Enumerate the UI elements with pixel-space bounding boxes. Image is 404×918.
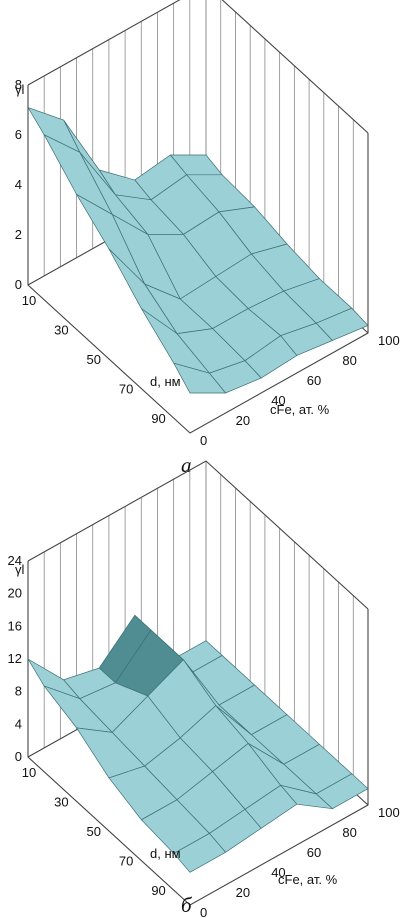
y-tick-label: 0 xyxy=(200,905,207,918)
panel-b-caption: б xyxy=(181,893,193,917)
y-tick-label: 80 xyxy=(342,825,356,840)
z-tick-label: 8 xyxy=(15,77,22,92)
frame-top xyxy=(27,460,369,610)
y-tick-label: 60 xyxy=(307,845,321,860)
z-tick-label: 12 xyxy=(8,651,22,666)
x-tick-label: 90 xyxy=(151,883,165,898)
z-tick-label: 16 xyxy=(8,618,22,633)
panel-b-chart: 0 4 8 12 16 20 24 10 30 50 70 90 0 20 40 60 80 100 γl d, … xyxy=(8,460,400,918)
panel-b-z-axis-label: γl xyxy=(15,562,25,577)
panel-a-y-axis-label: cFe, ат. % xyxy=(270,402,330,417)
y-tick-label: 20 xyxy=(236,885,250,900)
x-tick-label: 10 xyxy=(22,293,36,308)
x-tick-label: 90 xyxy=(151,411,165,426)
y-tick-label: 20 xyxy=(236,413,250,428)
surface-patch xyxy=(173,833,227,873)
y-tick-label: 40 xyxy=(271,393,285,408)
y-tick-label: 100 xyxy=(378,333,400,348)
z-tick-label: 6 xyxy=(15,127,22,142)
y-tick-label: 80 xyxy=(342,353,356,368)
x-tick-label: 30 xyxy=(54,322,68,337)
panel-a-z-axis-label: γl xyxy=(15,82,25,97)
z-tick-label: 8 xyxy=(15,684,22,699)
z-tick-label: 4 xyxy=(15,177,22,192)
x-tick-label: 30 xyxy=(54,794,68,809)
panel-b-x-axis-label: d, нм xyxy=(150,846,181,861)
y-tick-label: 100 xyxy=(378,805,400,820)
z-tick-label: 2 xyxy=(15,227,22,242)
panel-b-y-axis-label: cFe, ат. % xyxy=(278,872,338,887)
z-tick-label: 24 xyxy=(8,553,22,568)
panel-b-ticks: 0 4 8 12 16 20 24 10 30 50 70 90 0 20 40 60 80 100 xyxy=(8,553,400,918)
y-tick-label: 40 xyxy=(271,865,285,880)
panel-a-ticks: 0 2 4 6 8 10 30 50 70 90 0 20 40 60 80 100 xyxy=(15,77,400,448)
z-tick-label: 20 xyxy=(8,586,22,601)
panel-a-x-axis-label: d, нм xyxy=(150,374,181,389)
x-tick-label: 70 xyxy=(119,382,133,397)
z-tick-label: 4 xyxy=(15,716,22,731)
frame-axes xyxy=(27,561,369,906)
x-tick-label: 50 xyxy=(87,824,101,839)
panel-a-caption: а xyxy=(181,453,192,477)
z-tick-label: 0 xyxy=(15,749,22,764)
frame-axes xyxy=(27,85,369,434)
frame-top xyxy=(27,0,369,134)
panel-a-chart: 0 2 4 6 8 10 30 50 70 90 0 20 40 60 80 100 γl d, нм cFe… xyxy=(15,0,400,477)
panel-a-surface xyxy=(27,106,369,394)
y-tick-label: 60 xyxy=(307,373,321,388)
y-tick-label: 0 xyxy=(200,433,207,448)
x-tick-label: 50 xyxy=(87,352,101,367)
surface-patch xyxy=(173,362,227,394)
panel-b-surface xyxy=(27,614,369,873)
x-tick-label: 10 xyxy=(22,765,36,780)
x-tick-label: 70 xyxy=(119,854,133,869)
z-tick-label: 0 xyxy=(15,277,22,292)
